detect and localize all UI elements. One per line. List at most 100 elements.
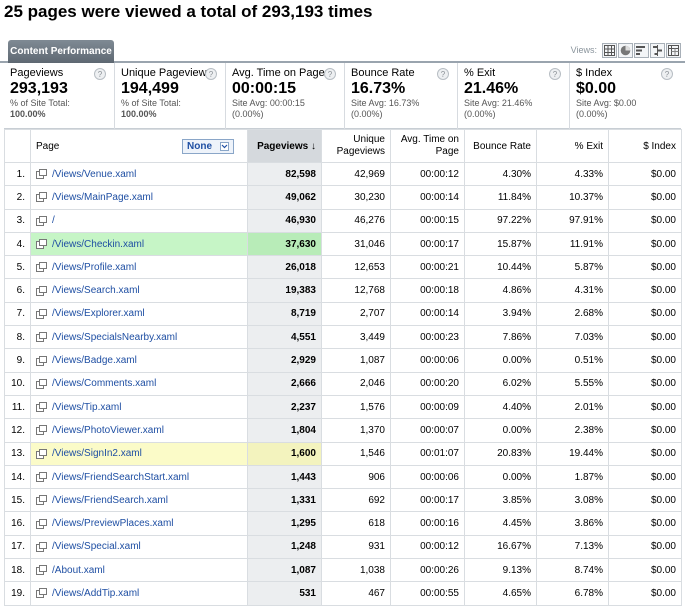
row-rank: 10.: [4, 371, 31, 396]
page-link[interactable]: /Views/Special.xaml: [52, 541, 141, 553]
index-cell: $0.00: [608, 231, 682, 257]
unique-pageviews-cell: 931: [321, 534, 391, 560]
page-link[interactable]: /Views/MainPage.xaml: [52, 191, 153, 203]
unique-pageviews-cell: 618: [321, 511, 391, 536]
open-page-icon[interactable]: [36, 472, 47, 482]
metric-index: $ Index $0.00 Site Avg: $0.00 (0.00%) ?: [570, 63, 681, 129]
pageviews-cell: 46,930: [247, 208, 322, 233]
table-view-icon[interactable]: [602, 42, 617, 58]
bounce-rate-cell: 9.13%: [464, 558, 537, 583]
metric-label: $ Index: [576, 67, 613, 79]
help-icon[interactable]: ?: [661, 68, 673, 80]
open-page-icon[interactable]: [36, 495, 47, 506]
bounce-rate-cell: 7.86%: [464, 325, 537, 350]
bounce-rate-cell: 20.83%: [464, 441, 537, 466]
page-cell: /Views/FriendSearch.xaml: [30, 488, 248, 513]
page-link[interactable]: /Views/Checkin.xaml: [52, 238, 145, 250]
page-link[interactable]: /Views/SpecialsNearby.xaml: [52, 331, 178, 343]
open-page-icon[interactable]: [36, 239, 47, 250]
unique-pageviews-cell: 31,046: [321, 231, 391, 257]
page-link[interactable]: /: [52, 215, 55, 227]
open-page-icon[interactable]: [36, 588, 47, 599]
row-rank: 4.: [4, 231, 31, 257]
page-cell: /Views/AddTip.xaml: [30, 581, 248, 606]
exit-cell: 2.38%: [536, 418, 609, 443]
help-icon[interactable]: ?: [94, 68, 106, 80]
page-cell: /Views/Comments.xaml: [30, 371, 248, 396]
bounce-rate-cell: 4.45%: [464, 511, 537, 536]
page-cell: /Views/SignIn2.xaml: [30, 441, 248, 466]
page-link[interactable]: /Views/FriendSearch.xaml: [52, 494, 168, 506]
open-page-icon[interactable]: [36, 565, 47, 576]
page-link[interactable]: /Views/Explorer.xaml: [52, 308, 145, 320]
page-link[interactable]: /Views/Badge.xaml: [52, 355, 137, 367]
bounce-rate-cell: 0.00%: [464, 418, 537, 443]
page-cell: /About.xaml: [30, 558, 248, 583]
open-page-icon[interactable]: [36, 541, 47, 552]
page-link[interactable]: /Views/PhotoViewer.xaml: [52, 424, 164, 436]
index-cell: $0.00: [608, 301, 682, 327]
page-link[interactable]: /Views/AddTip.xaml: [52, 587, 140, 599]
col-bounce-rate[interactable]: Bounce Rate: [464, 129, 537, 163]
page-link[interactable]: /Views/Venue.xaml: [52, 168, 137, 180]
page-link[interactable]: /Views/SignIn2.xaml: [52, 448, 142, 460]
metric-label: Unique Pageviews: [121, 67, 213, 79]
col-unique-pageviews[interactable]: Unique Pageviews: [321, 129, 391, 163]
avg-time-cell: 00:00:55: [390, 581, 465, 606]
metric-sub: % of Site Total:: [10, 98, 70, 108]
secondary-dimension-select[interactable]: None: [182, 138, 234, 154]
metric-pageviews: Pageviews 293,193 % of Site Total: 100.0…: [4, 63, 115, 129]
unique-pageviews-cell: 46,276: [321, 208, 391, 233]
open-page-icon[interactable]: [36, 285, 47, 296]
open-page-icon[interactable]: [36, 402, 47, 413]
page-link[interactable]: /Views/Comments.xaml: [52, 378, 157, 390]
open-page-icon[interactable]: [36, 378, 47, 389]
pageviews-cell: 2,666: [247, 371, 322, 396]
page-link[interactable]: /Views/Search.xaml: [52, 285, 140, 297]
exit-cell: 7.13%: [536, 534, 609, 560]
row-rank: 11.: [4, 394, 31, 420]
open-page-icon[interactable]: [36, 425, 47, 436]
open-page-icon[interactable]: [36, 448, 47, 459]
open-page-icon[interactable]: [36, 192, 47, 203]
table-row: 18. /About.xaml 1,087 1,038 00:00:26 9.13% 8.7…: [4, 558, 682, 583]
help-icon[interactable]: ?: [437, 68, 449, 80]
open-page-icon[interactable]: [36, 215, 47, 226]
page-link[interactable]: /Views/Profile.xaml: [52, 261, 137, 273]
col-avg-time[interactable]: Avg. Time on Page: [390, 129, 465, 163]
open-page-icon[interactable]: [36, 332, 47, 343]
pageviews-cell: 8,719: [247, 301, 322, 327]
help-icon[interactable]: ?: [205, 68, 217, 80]
open-page-icon[interactable]: [36, 169, 47, 180]
pageviews-cell: 1,600: [247, 441, 322, 466]
open-page-icon[interactable]: [36, 262, 47, 273]
page-cell: /Views/Venue.xaml: [30, 161, 248, 187]
pivot-view-icon[interactable]: [666, 42, 681, 58]
performance-view-icon[interactable]: [634, 42, 649, 58]
exit-cell: 2.68%: [536, 301, 609, 327]
row-rank: 3.: [4, 208, 31, 233]
help-icon[interactable]: ?: [549, 68, 561, 80]
pageviews-cell: 49,062: [247, 185, 322, 210]
open-page-icon[interactable]: [36, 308, 47, 319]
col-exit[interactable]: % Exit: [536, 129, 609, 163]
metric-unique-pageviews: Unique Pageviews 194,499 % of Site Total…: [115, 63, 226, 129]
open-page-icon[interactable]: [36, 355, 47, 366]
pie-view-icon[interactable]: [618, 42, 633, 58]
open-page-icon[interactable]: [36, 518, 47, 529]
index-cell: $0.00: [608, 348, 682, 373]
col-page[interactable]: Page None: [30, 129, 248, 163]
col-index[interactable]: $ Index: [608, 129, 682, 163]
col-pageviews[interactable]: Pageviews ↓: [247, 129, 322, 163]
page-link[interactable]: /About.xaml: [52, 564, 105, 576]
page-link[interactable]: /Views/Tip.xaml: [52, 401, 122, 413]
tab-content-performance[interactable]: Content Performance: [8, 40, 114, 63]
page-link[interactable]: /Views/PreviewPlaces.xaml: [52, 518, 174, 530]
comparison-view-icon[interactable]: [650, 42, 665, 58]
page-link[interactable]: /Views/FriendSearchStart.xaml: [52, 471, 190, 483]
row-rank: 1.: [4, 161, 31, 187]
help-icon[interactable]: ?: [324, 68, 336, 80]
view-switcher: Views:: [571, 41, 681, 59]
table-row: 6. /Views/Search.xaml 19,383 12,768 00:00:18…: [4, 278, 682, 303]
index-cell: $0.00: [608, 464, 682, 490]
